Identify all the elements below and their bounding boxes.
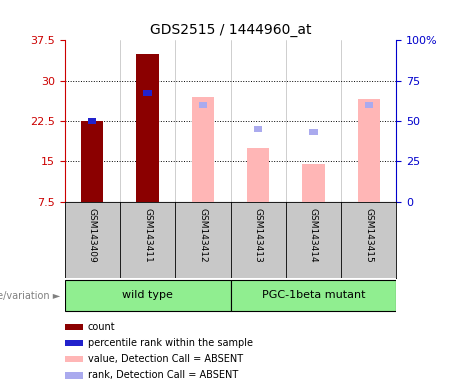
Text: GSM143412: GSM143412 xyxy=(198,208,207,262)
Text: GSM143413: GSM143413 xyxy=(254,208,263,263)
Bar xyxy=(65,280,230,311)
Bar xyxy=(65,372,83,379)
Text: GSM143409: GSM143409 xyxy=(88,208,97,263)
Bar xyxy=(309,129,318,134)
Text: GSM143414: GSM143414 xyxy=(309,208,318,262)
Bar xyxy=(365,102,373,108)
Bar xyxy=(254,126,262,132)
Text: genotype/variation ►: genotype/variation ► xyxy=(0,291,60,301)
Bar xyxy=(65,340,83,346)
Bar xyxy=(143,90,152,96)
Bar xyxy=(192,97,214,202)
Bar xyxy=(81,121,103,202)
Bar xyxy=(136,54,159,202)
Text: GSM143415: GSM143415 xyxy=(364,208,373,263)
Text: count: count xyxy=(88,322,115,332)
Bar xyxy=(65,356,83,362)
Bar xyxy=(88,118,96,124)
Bar xyxy=(199,102,207,108)
Title: GDS2515 / 1444960_at: GDS2515 / 1444960_at xyxy=(150,23,311,36)
Text: rank, Detection Call = ABSENT: rank, Detection Call = ABSENT xyxy=(88,370,238,380)
Bar xyxy=(65,323,83,330)
Text: wild type: wild type xyxy=(122,290,173,300)
Bar xyxy=(247,148,269,202)
Text: GSM143411: GSM143411 xyxy=(143,208,152,263)
Bar xyxy=(230,280,396,311)
Text: PGC-1beta mutant: PGC-1beta mutant xyxy=(262,290,365,300)
Bar xyxy=(302,164,325,202)
Text: value, Detection Call = ABSENT: value, Detection Call = ABSENT xyxy=(88,354,242,364)
Text: percentile rank within the sample: percentile rank within the sample xyxy=(88,338,253,348)
Bar xyxy=(358,99,380,202)
